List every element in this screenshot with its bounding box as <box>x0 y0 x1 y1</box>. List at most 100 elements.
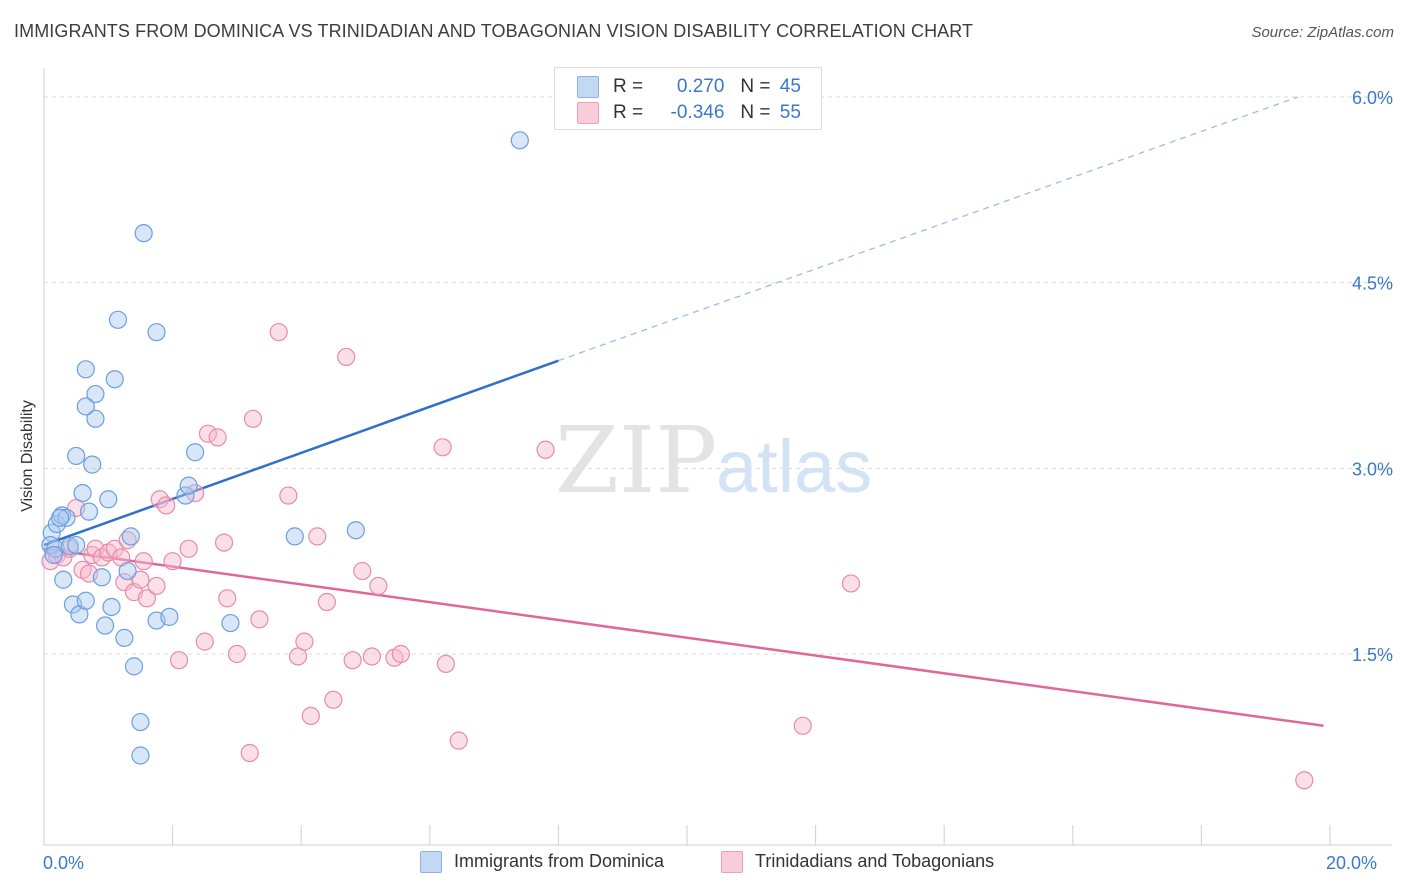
data-point-dominica <box>160 607 179 626</box>
data-point-dominica <box>186 443 205 462</box>
legend-n-label: N = <box>740 102 771 124</box>
legend-swatch-pink <box>577 102 599 124</box>
series-dominica-points <box>41 131 529 765</box>
legend-swatch-pink <box>721 851 743 874</box>
data-point-dominica <box>73 483 92 503</box>
data-point-dominica <box>131 712 150 732</box>
data-point-dominica <box>83 455 102 474</box>
data-point-trinidadians <box>536 440 555 459</box>
data-point-dominica <box>76 360 95 379</box>
x-tick-max: 20.0% <box>1326 853 1378 873</box>
data-point-trinidadians <box>240 743 259 763</box>
data-point-dominica <box>86 409 105 428</box>
data-point-trinidadians <box>131 570 150 589</box>
chart-title: IMMIGRANTS FROM DOMINICA VS TRINIDADIAN … <box>14 21 974 41</box>
data-point-dominica <box>124 657 144 676</box>
data-point-trinidadians <box>436 654 455 674</box>
tick-labels: 1.5% 3.0% 4.5% 6.0% <box>1352 88 1393 665</box>
legend-row-dominica: R = 0.270 N = 45 <box>577 76 801 100</box>
axes <box>43 68 1392 846</box>
data-point-trinidadians <box>269 323 288 342</box>
data-point-dominica <box>285 527 304 546</box>
legend-label-trinidadians: Trinidadians and Tobagonians <box>755 851 995 871</box>
data-point-dominica <box>99 490 118 509</box>
data-point-trinidadians <box>134 552 153 571</box>
legend-swatch-blue <box>420 851 442 874</box>
data-point-dominica <box>105 370 124 389</box>
data-point-dominica <box>131 746 150 765</box>
data-point-trinidadians <box>353 561 372 581</box>
data-point-dominica <box>86 384 105 404</box>
data-point-trinidadians <box>295 632 314 651</box>
data-point-dominica <box>76 591 95 610</box>
data-point-trinidadians <box>433 438 452 457</box>
grid-lines <box>44 96 1392 655</box>
legend-item-trinidadians: Trinidadians and Tobagonians <box>721 851 995 874</box>
data-point-dominica <box>95 616 115 635</box>
data-point-dominica <box>44 545 63 565</box>
data-point-trinidadians <box>208 428 227 447</box>
data-point-dominica <box>79 502 99 521</box>
data-point-trinidadians <box>308 527 327 546</box>
series-trinidadians-points <box>41 323 1314 790</box>
legend-n-value: 45 <box>779 76 801 98</box>
data-point-dominica <box>510 131 529 150</box>
data-point-trinidadians <box>195 632 214 651</box>
data-point-dominica <box>121 527 140 546</box>
data-point-trinidadians <box>1295 771 1314 790</box>
data-point-dominica <box>67 535 86 555</box>
data-point-trinidadians <box>324 690 343 709</box>
data-point-dominica <box>60 537 79 556</box>
watermark-atlas: atlas <box>716 425 872 508</box>
data-point-trinidadians <box>279 486 298 505</box>
data-point-trinidadians <box>362 647 382 666</box>
data-point-trinidadians <box>301 706 320 725</box>
data-point-dominica <box>118 561 137 581</box>
data-point-dominica <box>115 628 134 648</box>
legend-r-label: R = <box>613 76 644 98</box>
data-point-trinidadians <box>369 576 388 596</box>
data-point-trinidadians <box>147 576 166 596</box>
y-axis-label: Vision Disability <box>19 400 36 512</box>
data-point-trinidadians <box>250 610 269 629</box>
y-tick-label: 1.5% <box>1352 645 1393 665</box>
trend-lines <box>43 96 1324 728</box>
data-point-trinidadians <box>243 409 263 428</box>
data-point-dominica <box>92 568 111 587</box>
data-point-trinidadians <box>157 496 176 515</box>
legend-n-label: N = <box>740 76 771 98</box>
watermark-zip: ZIP <box>555 407 717 514</box>
data-point-trinidadians <box>343 651 362 670</box>
legend-n-value: 55 <box>779 102 801 124</box>
legend-label-dominica: Immigrants from Dominica <box>454 851 665 871</box>
legend-row-trinidadians: R = -0.346 N = 55 <box>577 102 801 126</box>
data-point-trinidadians <box>449 731 468 750</box>
legend-r-value: 0.270 <box>676 76 725 98</box>
data-point-dominica <box>76 397 95 416</box>
data-point-trinidadians <box>227 644 246 664</box>
data-point-trinidadians <box>841 574 861 593</box>
data-point-trinidadians <box>317 592 337 612</box>
data-point-dominica <box>147 323 166 342</box>
data-point-trinidadians <box>163 552 182 571</box>
legend-item-dominica: Immigrants from Dominica <box>420 851 665 874</box>
data-point-dominica <box>221 613 240 633</box>
data-point-dominica <box>102 597 121 617</box>
data-point-dominica <box>50 508 70 527</box>
data-point-trinidadians <box>214 533 234 552</box>
data-point-trinidadians <box>793 716 812 735</box>
trend-line-dominica <box>43 359 559 547</box>
data-point-trinidadians <box>218 589 237 608</box>
data-point-dominica <box>57 508 76 527</box>
y-tick-label: 6.0% <box>1352 88 1393 108</box>
legend-r-value: -0.346 <box>670 102 725 124</box>
data-point-dominica <box>108 310 128 329</box>
correlation-legend: R = 0.270 N = 45 R = -0.346 N = 55 <box>554 67 822 130</box>
data-point-trinidadians <box>198 424 218 443</box>
data-point-dominica <box>134 224 153 243</box>
y-tick-label: 4.5% <box>1352 274 1393 294</box>
legend-r-label: R = <box>613 102 644 124</box>
data-point-trinidadians <box>169 651 189 670</box>
data-point-dominica <box>179 476 198 495</box>
